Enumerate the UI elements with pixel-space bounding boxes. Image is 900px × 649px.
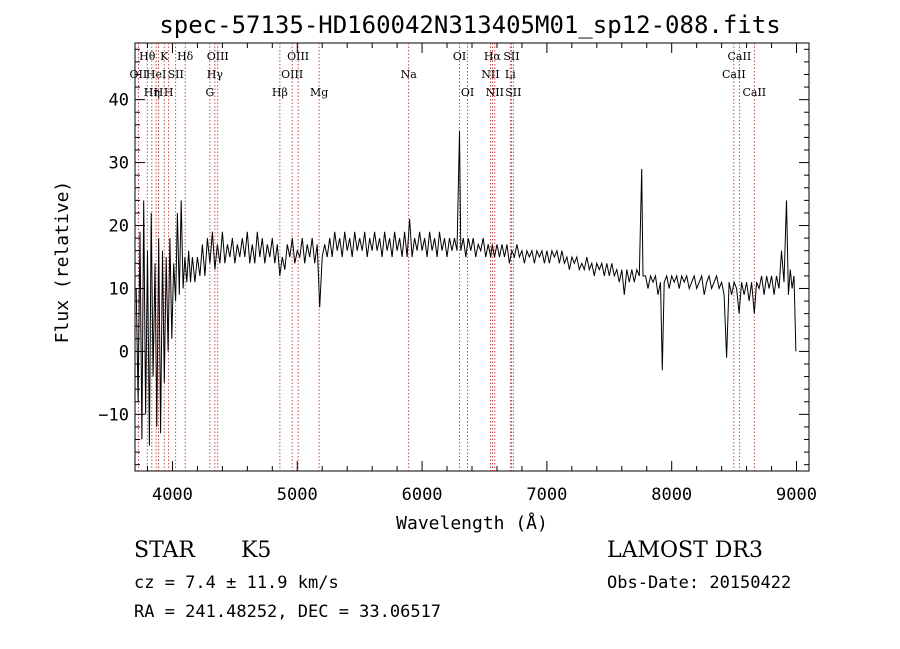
line-marker-label: OIII [281,68,303,81]
emission-line-markers [137,43,755,471]
x-axis-label: Wavelength (Å) [396,512,548,534]
line-marker-label: H [164,86,174,99]
line-marker-label: Mg [310,86,328,99]
line-marker-label: Na [401,68,418,81]
line-marker-label: CaII [728,50,752,63]
line-marker-label: CaII [722,68,746,81]
axis-ticks: 4000 5000 6000 7000 8000 9000 −10 0 10 20 30 40 [98,43,817,505]
line-marker-label: OIII [207,50,229,63]
survey-name: LAMOST DR3 [607,538,763,563]
line-marker-label: G [205,86,214,99]
x-tick-label: 6000 [402,485,443,505]
chart-title: spec-57135-HD160042N313405M01_sp12-088.f… [159,11,780,39]
x-tick-label: 9000 [776,485,817,505]
observation-date: Obs-Date: 20150422 [607,573,792,593]
line-marker-label: OI [453,50,466,63]
y-tick-label: 40 [109,91,129,111]
line-marker-label: Hγ [207,68,224,81]
y-tick-label: 0 [119,342,129,362]
y-axis-label: Flux (relative) [52,181,73,344]
y-tick-label: 30 [109,154,129,174]
line-marker-label: SII [503,50,519,63]
line-marker-label: SII [505,86,521,99]
line-marker-label: H [154,86,164,99]
x-tick-label: 8000 [651,485,692,505]
line-marker-label: OI [461,86,474,99]
line-marker-label: NII [481,68,499,81]
line-marker-label: Hθ [139,50,156,63]
line-marker-label: CaII [742,86,766,99]
y-tick-label: −10 [98,405,129,425]
line-marker-label: OIII [287,50,309,63]
x-tick-label: 7000 [526,485,567,505]
flux-series-line [135,131,797,446]
emission-line-labels: OIIHθHηHeIHKHSIIHδGHγOIIIHβOIIIOIIIMgNaO… [130,50,767,99]
object-subclass: K5 [241,538,272,563]
ra-dec-coordinates: RA = 241.48252, DEC = 33.06517 [134,602,442,622]
object-class: STAR [134,538,195,563]
line-marker-label: K [160,50,169,63]
x-tick-label: 4000 [152,485,193,505]
line-marker-label: Hα [484,50,502,63]
x-tick-label: 5000 [277,485,318,505]
line-marker-label: Hδ [177,50,194,63]
y-tick-label: 10 [109,279,129,299]
line-marker-label: Hη [144,86,160,99]
line-marker-label: Li [505,68,516,81]
y-tick-label: 20 [109,217,129,237]
line-marker-label: SII [168,68,184,81]
line-marker-label: Hβ [272,86,288,99]
redshift-cz: cz = 7.4 ± 11.9 km/s [134,573,339,593]
line-marker-label: NII [486,86,504,99]
line-marker-label: HeI [146,68,166,81]
